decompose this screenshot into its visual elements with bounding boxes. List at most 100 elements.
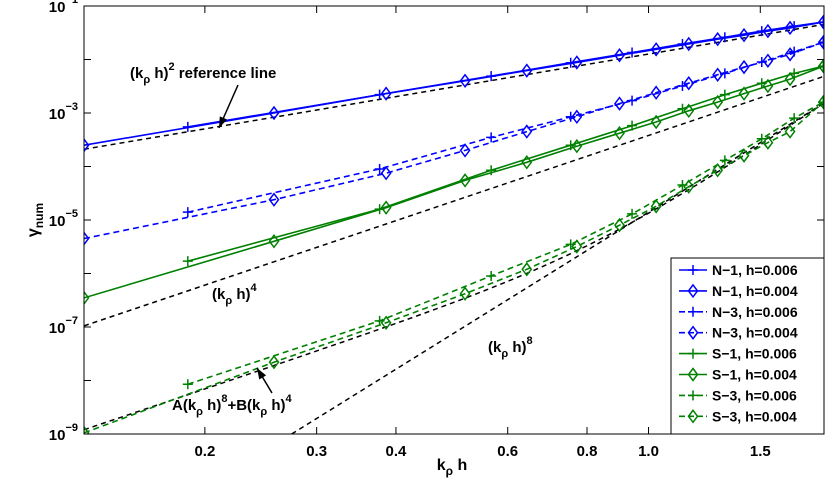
reference-lines — [84, 23, 824, 434]
data-point-diamond — [459, 286, 471, 301]
legend-label: N−1, h=0.004 — [712, 283, 798, 299]
data-point-diamond — [380, 200, 392, 215]
data-point-diamond — [571, 239, 583, 254]
anno-mixed-exp8: 8 — [221, 393, 227, 405]
data-point-plus — [182, 207, 193, 218]
legend-label: N−3, h=0.006 — [712, 304, 798, 320]
legend-entry: N−3, h=0.004 — [679, 325, 798, 341]
data-point-diamond — [268, 354, 280, 370]
y-label-gamma: γ — [25, 228, 42, 237]
x-tick-label: 0.8 — [577, 443, 598, 460]
data-point-diamond — [459, 173, 471, 188]
legend-marker-plus — [688, 306, 698, 317]
data-point-diamond — [738, 148, 750, 163]
data-point-diamond — [380, 315, 392, 331]
anno-k8: (kρ h)8 — [488, 335, 533, 360]
data-point-plus — [486, 132, 497, 143]
x-tick-label: 1.0 — [638, 443, 659, 460]
data-point-diamond — [268, 105, 280, 121]
data-point-plus — [789, 113, 800, 124]
series-2 — [84, 14, 824, 153]
legend-entry: S−1, h=0.006 — [679, 346, 797, 362]
data-point-diamond — [683, 36, 695, 52]
x-tick-label: 0.3 — [306, 443, 327, 460]
y-tick-label: 10−3 — [49, 101, 78, 123]
series-8 — [84, 94, 824, 434]
legend-label: N−1, h=0.006 — [712, 262, 798, 278]
y-tick-base: 10 — [49, 213, 66, 230]
anno-k2-p0: (k — [130, 65, 144, 82]
y-tick-exp: −1 — [65, 0, 78, 6]
x-label-k: k — [437, 457, 446, 474]
data-point-diamond — [614, 96, 625, 111]
data-point-diamond — [738, 59, 750, 75]
data-point-diamond — [380, 86, 392, 101]
y-tick-label: 10−5 — [49, 208, 78, 230]
x-axis-label: kρ h — [437, 457, 468, 478]
legend-label: S−1, h=0.004 — [712, 367, 797, 383]
data-point-diamond — [650, 42, 662, 57]
data-point-diamond — [521, 63, 533, 78]
x-tick-label: 0.2 — [194, 443, 215, 460]
x-axis: 0.2 0.3 0.4 0.6 0.8 1.0 1.5 — [194, 6, 771, 460]
y-tick-label: 10−1 — [49, 0, 78, 16]
anno-mixed-rho1: ρ — [196, 406, 203, 418]
data-point-diamond — [738, 86, 750, 101]
anno-mixed-rho2: ρ — [260, 406, 267, 418]
legend-entry: N−1, h=0.004 — [679, 283, 798, 299]
y-tick-base: 10 — [49, 320, 66, 337]
legend-marker-plus — [688, 265, 698, 275]
ref-mixed — [84, 102, 824, 431]
data-point-diamond — [521, 262, 533, 277]
anno-mixed-p0: A(k — [172, 397, 197, 414]
y-tick-label: 10−7 — [49, 315, 78, 337]
data-point-diamond — [614, 48, 625, 63]
arrow-k2-head — [219, 116, 228, 128]
data-point-plus — [627, 208, 638, 219]
series-line — [187, 41, 824, 213]
x-tick-label: 0.6 — [497, 443, 518, 460]
data-point-diamond — [762, 135, 774, 150]
anno-mixed-p4: +B(k — [227, 397, 261, 414]
y-tick-label: 10−9 — [49, 422, 78, 444]
legend-entry: S−1, h=0.004 — [679, 367, 797, 383]
data-point-plus — [374, 163, 385, 174]
series-4 — [84, 35, 824, 246]
data-point-diamond — [784, 47, 796, 62]
data-point-plus — [486, 165, 497, 176]
y-tick-base: 10 — [49, 427, 66, 444]
legend-label: S−3, h=0.004 — [712, 408, 797, 424]
y-tick-exp: −3 — [65, 101, 78, 113]
y-tick-exp: −5 — [65, 208, 78, 220]
anno-k4-p2: h) — [232, 286, 250, 303]
legend-marker-plus — [688, 390, 698, 401]
data-point-diamond — [84, 290, 90, 306]
data-point-diamond — [521, 124, 533, 139]
data-point-diamond — [683, 179, 695, 194]
data-point-diamond — [650, 85, 662, 100]
data-point-diamond — [784, 71, 796, 87]
data-point-diamond — [84, 425, 90, 434]
data-point-plus — [182, 256, 193, 267]
anno-k4-p0: (k — [212, 286, 226, 303]
ref-k4 — [84, 75, 824, 327]
y-tick-exp: −9 — [65, 422, 78, 434]
series-group — [84, 14, 824, 434]
legend-label: S−3, h=0.006 — [712, 387, 797, 403]
anno-k4: (kρ h)4 — [212, 282, 257, 307]
legend-marker-diamond — [687, 409, 699, 424]
arrow-mixed-head — [257, 368, 267, 380]
data-point-plus — [486, 270, 497, 281]
anno-k2-p2: h) — [150, 65, 168, 82]
data-point-diamond — [762, 53, 774, 68]
y-axis: 10−910−710−510−310−1 — [49, 0, 824, 444]
anno-k8-p0: (k — [488, 339, 502, 356]
data-point-diamond — [738, 27, 750, 43]
legend-box — [670, 257, 825, 435]
data-point-diamond — [521, 155, 533, 170]
data-point-diamond — [571, 138, 583, 154]
legend-label: N−3, h=0.004 — [712, 325, 798, 341]
anno-k2-exp: 2 — [168, 61, 174, 73]
annotation-arrows — [218, 84, 273, 394]
anno-k8-p2: h) — [508, 339, 526, 356]
